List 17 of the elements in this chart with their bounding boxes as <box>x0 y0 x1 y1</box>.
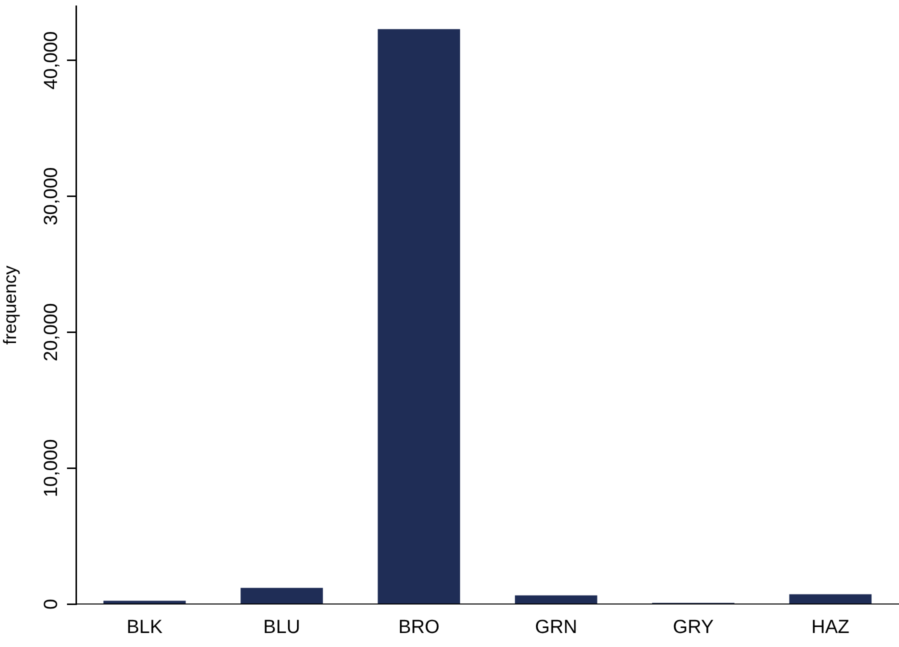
y-axis-title: frequency <box>0 266 20 345</box>
y-tick-label: 0 <box>41 598 62 610</box>
bar <box>789 594 872 604</box>
bar <box>103 600 186 604</box>
bar <box>514 595 598 604</box>
x-tick-label: BLU <box>263 616 300 638</box>
x-tick-label: GRN <box>534 616 578 638</box>
bar <box>240 588 323 604</box>
x-tick-label: BLK <box>126 616 163 638</box>
y-tick-label: 10,000 <box>41 439 62 498</box>
x-tick-label: BRO <box>398 616 440 638</box>
y-tick-label: 20,000 <box>41 303 62 362</box>
y-tick-label: 30,000 <box>41 167 62 226</box>
x-tick-label: HAZ <box>811 616 850 638</box>
y-tick-label: 40,000 <box>41 31 62 90</box>
x-tick-label: GRY <box>672 616 714 638</box>
bar <box>378 29 460 604</box>
